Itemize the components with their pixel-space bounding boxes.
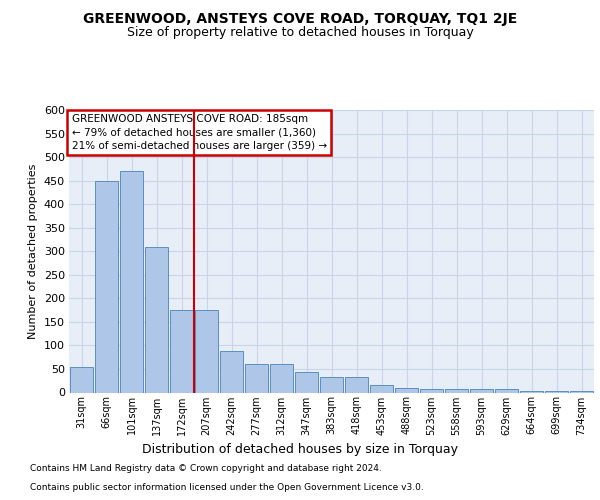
Text: Size of property relative to detached houses in Torquay: Size of property relative to detached ho… bbox=[127, 26, 473, 39]
Text: Distribution of detached houses by size in Torquay: Distribution of detached houses by size … bbox=[142, 442, 458, 456]
Text: Contains HM Land Registry data © Crown copyright and database right 2024.: Contains HM Land Registry data © Crown c… bbox=[30, 464, 382, 473]
Bar bbox=[145, 246, 168, 392]
Bar bbox=[220, 351, 243, 393]
Bar bbox=[170, 310, 193, 392]
Bar bbox=[370, 386, 393, 392]
Bar bbox=[570, 390, 593, 392]
Bar bbox=[195, 310, 218, 392]
Text: GREENWOOD ANSTEYS COVE ROAD: 185sqm
← 79% of detached houses are smaller (1,360): GREENWOOD ANSTEYS COVE ROAD: 185sqm ← 79… bbox=[71, 114, 327, 150]
Bar bbox=[70, 366, 93, 392]
Bar bbox=[495, 389, 518, 392]
Bar bbox=[445, 388, 468, 392]
Text: Contains public sector information licensed under the Open Government Licence v3: Contains public sector information licen… bbox=[30, 482, 424, 492]
Bar bbox=[545, 391, 568, 392]
Bar bbox=[295, 372, 318, 392]
Bar bbox=[520, 391, 543, 392]
Bar bbox=[470, 389, 493, 392]
Bar bbox=[270, 364, 293, 392]
Bar bbox=[120, 171, 143, 392]
Bar bbox=[395, 388, 418, 392]
Bar bbox=[320, 378, 343, 392]
Bar bbox=[420, 388, 443, 392]
Bar bbox=[95, 180, 118, 392]
Bar bbox=[345, 378, 368, 392]
Y-axis label: Number of detached properties: Number of detached properties bbox=[28, 164, 38, 339]
Bar bbox=[245, 364, 268, 392]
Text: GREENWOOD, ANSTEYS COVE ROAD, TORQUAY, TQ1 2JE: GREENWOOD, ANSTEYS COVE ROAD, TORQUAY, T… bbox=[83, 12, 517, 26]
